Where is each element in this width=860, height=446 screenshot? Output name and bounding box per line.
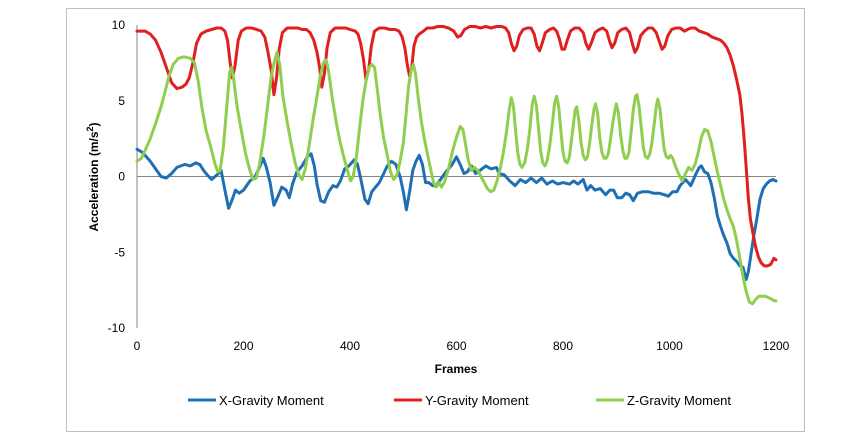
x-tick-label: 800 bbox=[553, 339, 573, 353]
legend: X-Gravity Moment Y-Gravity Moment Z-Grav… bbox=[188, 393, 731, 408]
legend-label-y: Y-Gravity Moment bbox=[425, 393, 529, 408]
y-axis-title-superscript: 2 bbox=[85, 126, 95, 131]
y-tick-label: -10 bbox=[108, 321, 126, 335]
y-tick-label: -5 bbox=[114, 245, 125, 259]
legend-label-x: X-Gravity Moment bbox=[219, 393, 324, 408]
x-tick-label: 1200 bbox=[763, 339, 790, 353]
series-lines bbox=[135, 25, 778, 306]
x-tick-label: 200 bbox=[233, 339, 253, 353]
tick-labels: -10 -5 0 5 10 0 200 400 600 800 1000 1200 bbox=[108, 18, 790, 353]
chart-frame bbox=[66, 8, 805, 432]
legend-label-z: Z-Gravity Moment bbox=[627, 393, 731, 408]
y-tick-label: 10 bbox=[112, 18, 126, 32]
axes bbox=[136, 25, 776, 328]
x-tick-label: 600 bbox=[446, 339, 466, 353]
series-line-y bbox=[135, 25, 778, 268]
series-line-z bbox=[135, 50, 778, 306]
x-axis-title: Frames bbox=[435, 362, 478, 376]
y-tick-label: 5 bbox=[118, 94, 125, 108]
legend-item-y: Y-Gravity Moment bbox=[394, 393, 529, 408]
series-line-x bbox=[135, 147, 778, 281]
y-axis-title: Acceleration (m/s2) bbox=[85, 122, 101, 231]
legend-item-x: X-Gravity Moment bbox=[188, 393, 324, 408]
y-axis-title-main: Acceleration (m/s bbox=[87, 131, 101, 231]
legend-item-z: Z-Gravity Moment bbox=[596, 393, 731, 408]
x-tick-label: 400 bbox=[340, 339, 360, 353]
x-tick-label: 0 bbox=[134, 339, 141, 353]
x-tick-label: 1000 bbox=[656, 339, 683, 353]
y-axis-title-end: ) bbox=[87, 122, 101, 126]
y-tick-label: 0 bbox=[118, 170, 125, 184]
